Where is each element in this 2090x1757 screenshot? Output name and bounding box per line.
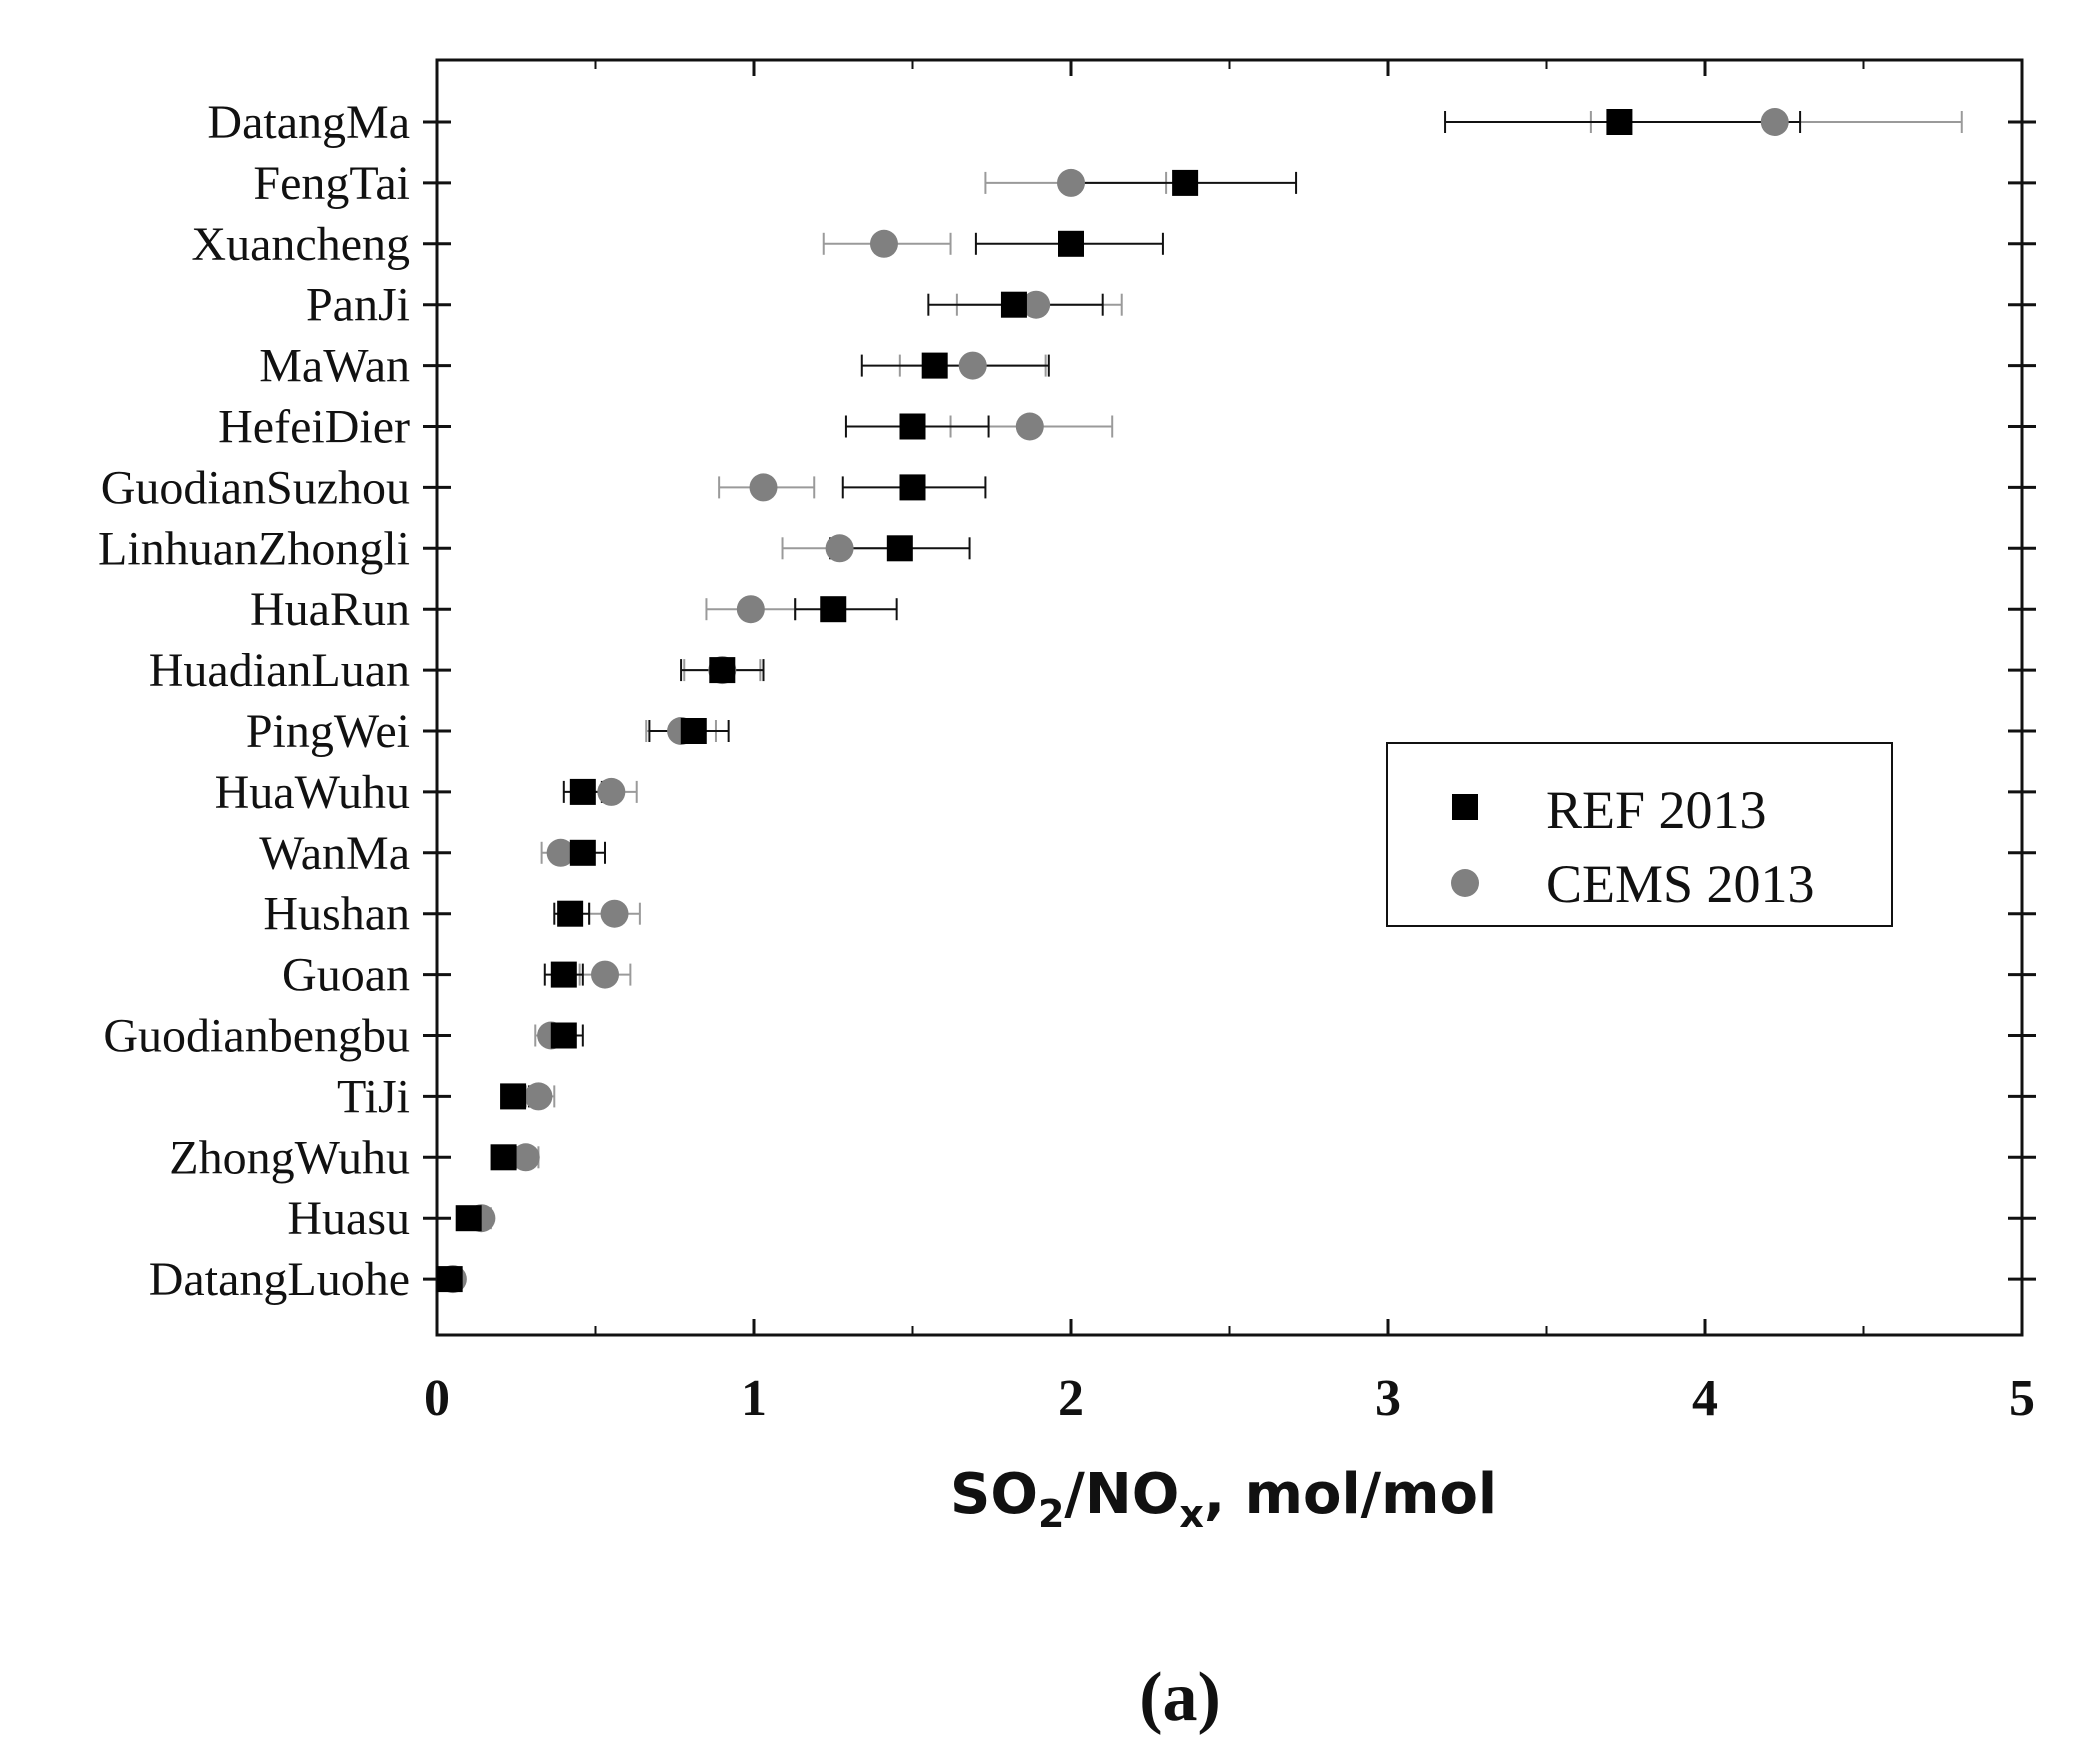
x-tick-label: 4: [1692, 1370, 1718, 1427]
ref-2013-point: [1606, 109, 1633, 135]
ref-2013-point: [500, 1083, 527, 1110]
panel-label: (a): [1139, 1659, 1221, 1736]
cems-2013-point: [825, 534, 854, 563]
ref-2013-point: [490, 1144, 517, 1171]
x-tick-label: 3: [1375, 1370, 1401, 1427]
cems-2013-point: [597, 777, 626, 806]
legend: REF 2013 CEMS 2013: [1386, 742, 1893, 927]
ref-2013-point: [709, 657, 736, 684]
ref-2013-point: [1172, 169, 1199, 196]
cems-2013-point: [1015, 412, 1044, 441]
ref-2013-point: [1058, 230, 1084, 257]
category-label: HefeiDier: [218, 401, 410, 454]
category-label: Hushan: [263, 888, 410, 941]
cems-2013-point: [736, 595, 765, 624]
x-axis-label-units: , mol/mol: [1204, 1462, 1497, 1527]
category-labels: DatangMa FengTai Xuancheng PanJi MaWan HefeiD…: [98, 96, 410, 1306]
x-axis-label: SO2/NOx, mol/mol: [950, 1462, 1497, 1536]
category-label: Huasu: [287, 1192, 410, 1245]
x-tick-label: 2: [1058, 1370, 1084, 1427]
x-axis-label-sub-2: 2: [1038, 1492, 1064, 1536]
data-markers: [436, 108, 1789, 1294]
ref-2013-point: [1000, 291, 1027, 318]
category-label: DatangLuohe: [149, 1253, 410, 1306]
legend-label-cems: CEMS 2013: [1546, 854, 1815, 914]
ref-2013-point: [921, 352, 948, 379]
ref-2013-point: [557, 900, 584, 927]
cems-2013-point: [1760, 108, 1789, 136]
cems-2013-point: [524, 1082, 553, 1111]
category-label: Guodianbengbu: [103, 1010, 410, 1063]
legend-label-ref: REF 2013: [1546, 780, 1767, 840]
ref-2013-point: [436, 1266, 463, 1293]
cems-2013-point: [749, 473, 778, 502]
category-label: PanJi: [306, 279, 410, 332]
x-axis-label-part-no: /NO: [1064, 1462, 1179, 1527]
ref-2013-point: [899, 413, 926, 440]
plot-frame: [435, 58, 2024, 1337]
ref-2013-point: [899, 474, 926, 501]
category-label: WanMa: [259, 827, 410, 880]
axis-ticks: [423, 60, 2036, 1335]
category-label: DatangMa: [207, 96, 410, 149]
ref-2013-point: [550, 1022, 577, 1049]
category-label: ZhongWuhu: [169, 1131, 410, 1184]
cems-2013-point: [546, 838, 575, 867]
x-tick-label: 5: [2009, 1370, 2035, 1427]
category-label: GuodianSuzhou: [101, 461, 410, 514]
cems-2013-point: [600, 899, 629, 928]
category-label: FengTai: [253, 157, 410, 210]
x-tick-label: 0: [424, 1370, 450, 1427]
category-label: LinhuanZhongli: [98, 522, 410, 575]
ref-2013-point: [455, 1205, 482, 1232]
category-label: HuaWuhu: [215, 766, 410, 819]
category-label: Guoan: [282, 949, 410, 1002]
ref-2013-point: [680, 718, 707, 744]
cems-2013-point: [1022, 290, 1051, 319]
ref-2013-point: [550, 961, 577, 988]
x-axis-label-part-so: SO: [950, 1462, 1038, 1527]
cems-2013-point: [869, 229, 898, 258]
error-bars: [442, 111, 1963, 1291]
category-label: HuadianLuan: [149, 644, 410, 697]
x-tick-labels: 0 1 2 3 4 5: [424, 1370, 2035, 1427]
ref-2013-point: [569, 839, 596, 866]
ref-2013-point: [569, 778, 596, 805]
x-tick-label: 1: [741, 1370, 767, 1427]
cems-2013-point: [958, 351, 987, 380]
legend-marker-ref: [1452, 794, 1478, 820]
category-label: TiJi: [337, 1070, 410, 1123]
cems-2013-point: [591, 960, 620, 989]
ref-2013-point: [820, 596, 847, 623]
category-label: MaWan: [259, 340, 410, 393]
legend-marker-cems: [1451, 869, 1479, 897]
category-label: PingWei: [246, 705, 410, 758]
ref-2013-point: [886, 535, 913, 562]
cems-2013-point: [511, 1143, 540, 1172]
category-label: HuaRun: [250, 583, 410, 636]
x-axis-label-sub-x: x: [1179, 1492, 1204, 1536]
category-label: Xuancheng: [191, 218, 410, 271]
cems-2013-point: [1057, 168, 1085, 197]
